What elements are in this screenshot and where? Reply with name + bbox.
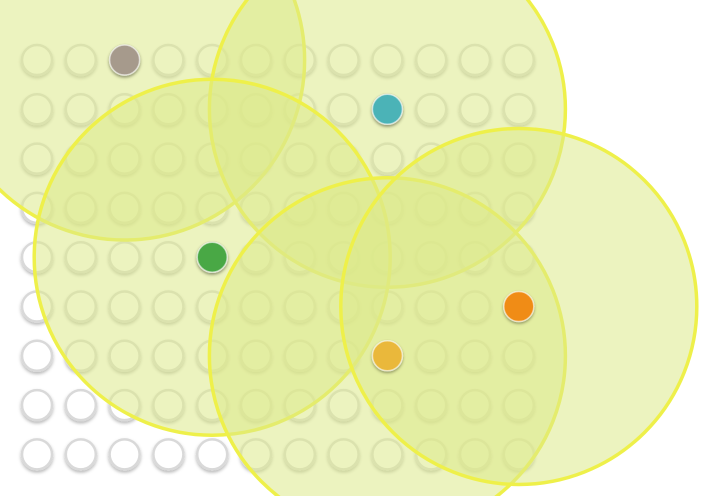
grid-peg [108, 438, 141, 471]
grid-peg [195, 438, 229, 471]
grid-peg [64, 388, 98, 422]
grid-peg [152, 438, 185, 471]
mauve-marker [108, 44, 141, 76]
grid-peg [64, 438, 98, 471]
markers [108, 44, 535, 372]
orange-marker [503, 290, 535, 323]
yellow-marker [371, 340, 404, 372]
teal-marker [371, 93, 404, 126]
grid-peg [20, 438, 54, 471]
grid-peg [20, 388, 54, 422]
grid-peg [20, 339, 54, 373]
green-marker [196, 241, 228, 273]
